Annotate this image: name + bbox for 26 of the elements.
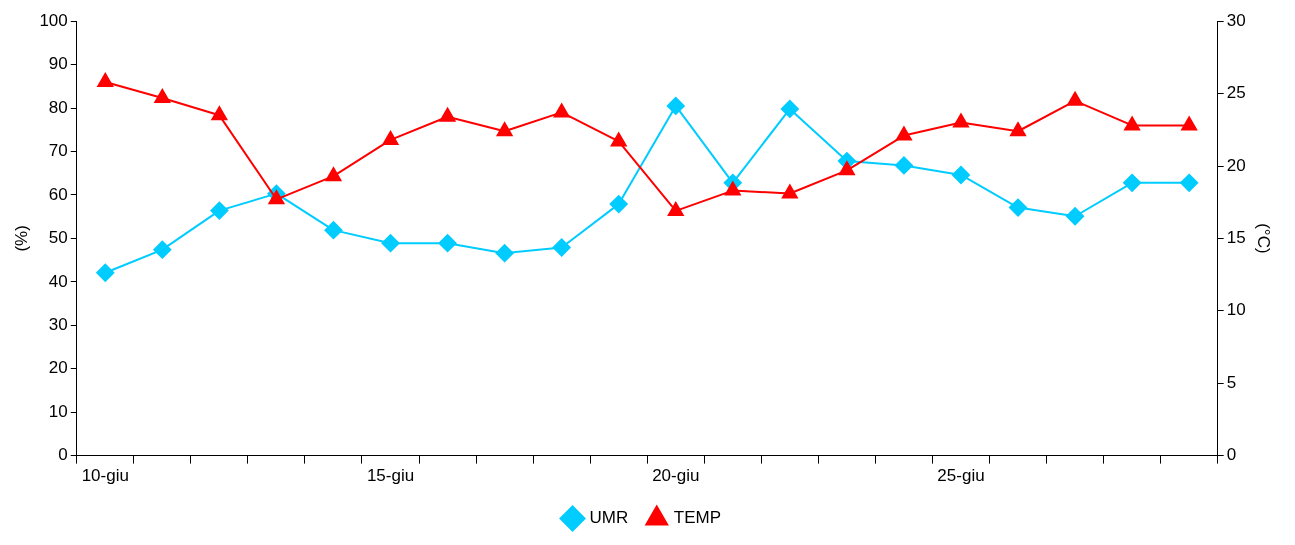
y-tick-label: 80 [48,97,68,117]
y-tick-label: 10 [48,401,68,421]
legend-label: TEMP [673,508,721,528]
y-axis-title: (%) [11,225,31,252]
y-tick-label: 100 [39,10,68,30]
y-tick-label: 20 [48,358,68,378]
y-tick-label: 40 [48,271,68,291]
y2-tick-label: 15 [1226,228,1246,248]
y2-tick-label: 25 [1226,83,1246,103]
y-tick-label: 90 [48,54,68,74]
x-tick-label: 10-giu [81,466,129,486]
y2-tick-label: 0 [1226,445,1237,465]
legend-label: UMR [589,508,629,528]
y2-axis-title: (°C) [1254,223,1274,254]
y-tick-label: 70 [48,141,68,161]
x-tick-label: 15-giu [366,466,415,486]
x-tick-label: 20-giu [652,466,700,486]
y2-tick-label: 10 [1226,300,1246,320]
y-tick-label: 0 [58,445,68,465]
x-tick-label: 25-giu [937,466,985,486]
y2-tick-label: 5 [1226,372,1237,392]
y-tick-label: 30 [48,314,68,334]
y2-tick-label: 20 [1226,155,1246,175]
y-tick-label: 50 [48,228,68,248]
y-tick-label: 60 [48,184,68,204]
y2-tick-label: 30 [1226,10,1246,30]
